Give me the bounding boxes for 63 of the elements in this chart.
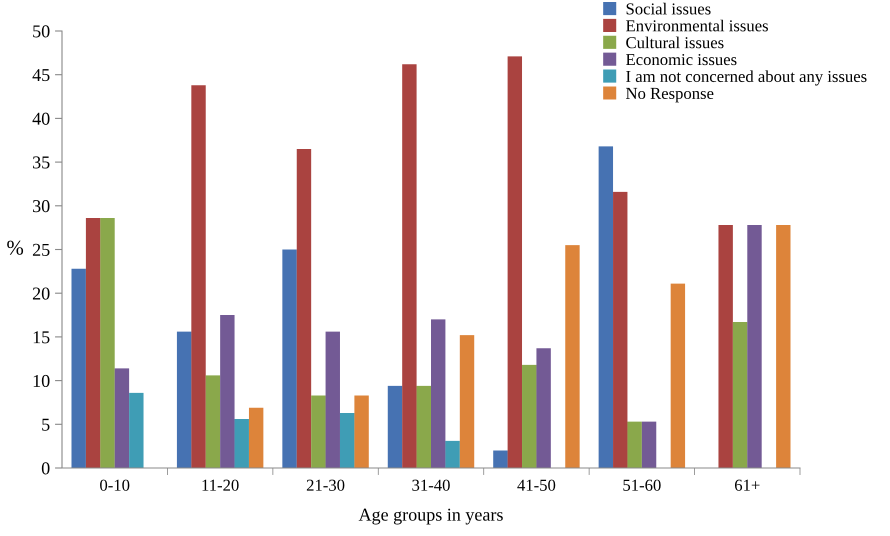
- y-tick-label: 5: [42, 418, 50, 431]
- bar: [416, 386, 431, 468]
- bar: [642, 422, 656, 468]
- x-tick-label: 11-20: [202, 480, 239, 491]
- y-tick-label: 50: [33, 25, 50, 38]
- bar: [732, 322, 748, 468]
- bar: [670, 284, 686, 468]
- bar: [234, 419, 249, 468]
- y-tick-label: 35: [33, 156, 50, 169]
- bar: [445, 440, 460, 468]
- x-tick-label: 31-40: [412, 480, 450, 491]
- bar: [460, 335, 474, 468]
- bar: [100, 218, 115, 468]
- bar: [747, 225, 762, 468]
- bar: [522, 364, 536, 468]
- bar: [191, 85, 206, 468]
- bar: [493, 450, 508, 468]
- x-tick-label: 51-60: [623, 480, 661, 491]
- y-tick-label: 25: [32, 244, 50, 256]
- legend-label: Cultural issues: [626, 36, 724, 48]
- bar: [613, 192, 628, 468]
- bar: [598, 146, 614, 468]
- x-tick-label: 61+: [734, 480, 760, 491]
- bar: [508, 56, 522, 468]
- bar: [326, 332, 340, 468]
- bar: [206, 375, 220, 468]
- bar: [431, 319, 446, 468]
- bar: [129, 392, 144, 468]
- y-tick-label: 40: [32, 112, 50, 125]
- bar: [718, 225, 733, 468]
- bar: [354, 395, 369, 468]
- bar: [248, 408, 264, 468]
- y-axis-title: %: [7, 240, 24, 255]
- bar: [176, 332, 192, 468]
- y-tick-label: 45: [32, 69, 50, 82]
- bar: [536, 348, 551, 468]
- bar: [565, 245, 580, 468]
- y-tick-label: 10: [34, 374, 50, 388]
- x-tick-label: 41-50: [517, 480, 556, 491]
- legend-label: Environmental issues: [626, 20, 768, 32]
- bar: [388, 386, 402, 468]
- legend-label: Economic issues: [626, 54, 736, 66]
- x-tick-label: 21-30: [306, 480, 344, 491]
- legend-label: I am not concerned about any issues: [626, 70, 867, 86]
- bar: [114, 368, 130, 468]
- x-tick-label: 0-10: [100, 480, 130, 491]
- legend-label: No Response: [626, 88, 714, 102]
- bar: [86, 218, 100, 468]
- y-tick-label: 0: [42, 462, 50, 474]
- y-tick-label: 15: [34, 331, 50, 344]
- bar: [776, 225, 791, 468]
- bar: [402, 64, 417, 468]
- bar: [627, 422, 642, 468]
- bar: [71, 268, 86, 468]
- bar: [340, 412, 354, 468]
- x-axis-title: Age groups in years: [358, 508, 503, 524]
- bar: [296, 148, 312, 468]
- bar: [282, 250, 297, 468]
- legend-label: Social issues: [626, 2, 711, 15]
- y-tick-label: 20: [32, 287, 50, 300]
- bar: [220, 315, 235, 468]
- bar: [311, 395, 326, 468]
- y-tick-label: 30: [33, 200, 50, 212]
